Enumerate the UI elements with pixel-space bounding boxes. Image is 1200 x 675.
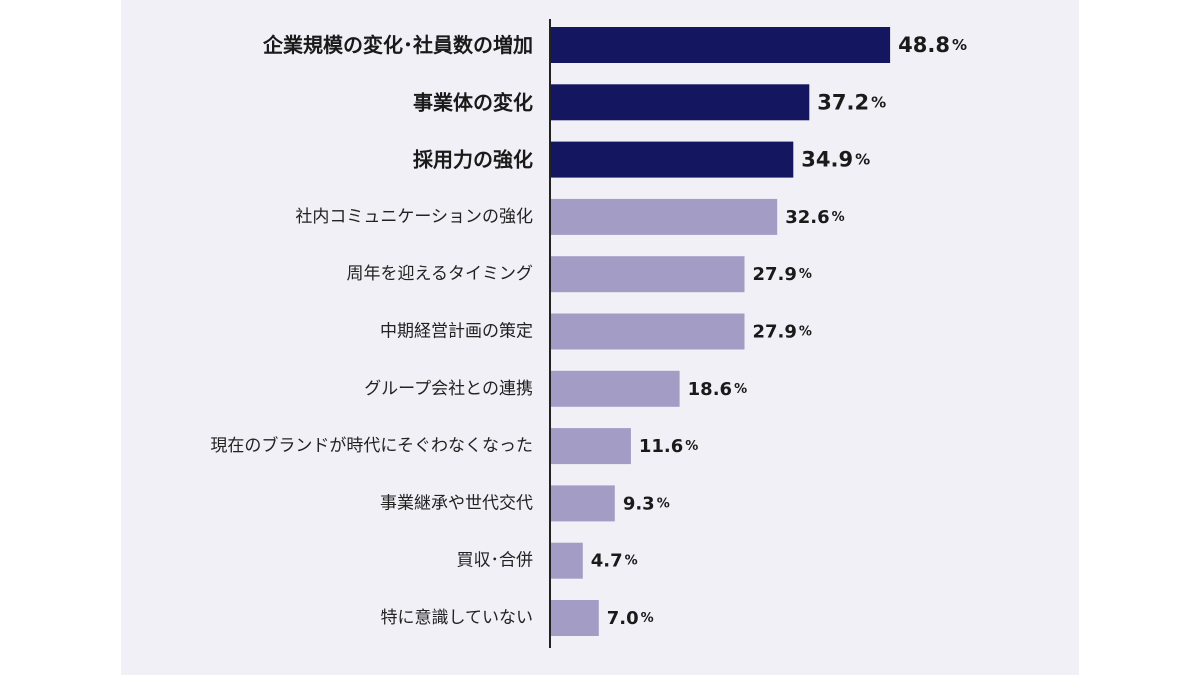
value-label-2: 37.2% <box>817 90 886 114</box>
bar-6 <box>550 313 745 350</box>
category-label-3: 採用力の強化 <box>413 148 533 172</box>
category-label-8: 現在のブランドが時代にそぐわなくなった <box>210 435 533 456</box>
value-label-8: 11.6% <box>639 436 698 457</box>
value-label-7: 18.6% <box>688 378 747 399</box>
category-label-4: 社内コミュニケーションの強化 <box>295 207 533 227</box>
value-label-11: 7.0% <box>607 608 654 629</box>
value-label-3: 34.9% <box>801 148 870 172</box>
category-label-5: 周年を迎えるタイミング <box>347 264 534 284</box>
category-label-2: 事業体の変化 <box>413 90 533 114</box>
bar-8 <box>550 428 631 465</box>
category-label-7: グループ会社との連携 <box>364 379 533 399</box>
value-label-10: 4.7% <box>591 550 638 571</box>
bar-4 <box>550 198 778 235</box>
value-label-5: 27.9% <box>752 264 811 285</box>
bar-10 <box>550 542 583 579</box>
category-label-9: 事業継承や世代交代 <box>380 493 533 513</box>
category-label-11: 特に意識していない <box>381 608 534 628</box>
category-label-10: 買収･合併 <box>457 551 534 571</box>
bar-11 <box>550 600 599 636</box>
bar-7 <box>550 370 680 407</box>
bar-2 <box>550 84 810 121</box>
bar-9 <box>550 485 615 522</box>
value-label-6: 27.9% <box>752 321 811 342</box>
bar-1 <box>550 27 891 63</box>
value-label-9: 9.3% <box>623 493 670 514</box>
category-label-1: 企業規模の変化･社員数の増加 <box>262 33 533 57</box>
value-label-1: 48.8% <box>898 33 967 57</box>
category-label-6: 中期経営計画の策定 <box>380 322 533 342</box>
bar-3 <box>550 141 794 178</box>
bar-5 <box>550 256 745 293</box>
value-label-4: 32.6% <box>785 206 844 227</box>
